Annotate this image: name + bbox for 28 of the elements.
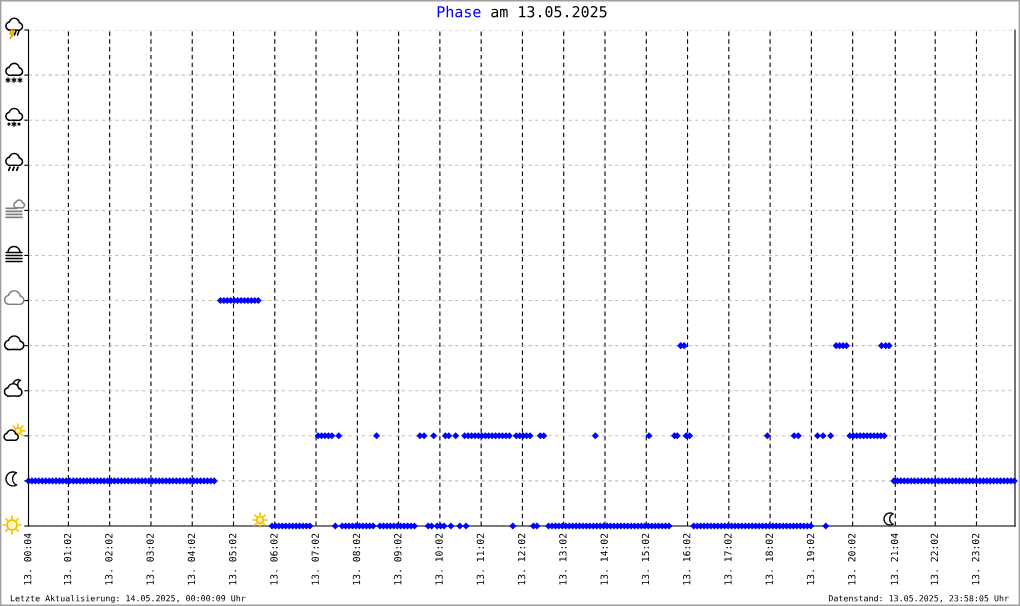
chart-title: am 13.05.2025 — [491, 6, 607, 18]
x-tick-label: 13. 20:02 — [848, 533, 856, 585]
x-tick-label: 13. 02:02 — [105, 533, 113, 585]
x-tick-label: 13. 17:02 — [724, 533, 732, 585]
x-tick-label: 13. 01:02 — [63, 533, 72, 585]
x-tick-label: 13. 23:02 — [971, 533, 980, 585]
x-tick-label: 13. 08:02 — [352, 533, 361, 585]
x-tick-label: 13. 09:02 — [394, 533, 402, 585]
x-tick-label: 13. 06:02 — [270, 533, 278, 585]
x-tick-label: 13. 10:02 — [435, 533, 443, 585]
x-tick-label: 13. 22:02 — [930, 533, 939, 585]
x-tick-label: 13. 11:02 — [476, 533, 485, 585]
x-tick-label: 13. 04:02 — [187, 533, 196, 585]
x-tick-label: 13. 12:02 — [517, 533, 526, 585]
x-tick-label: 13. 07:02 — [311, 533, 319, 585]
x-tick-label: 13. 13:02 — [559, 533, 567, 585]
text: Datenstand: 13.05.2025, 23:58:05 Uhr — [828, 594, 1009, 603]
x-tick-label: 13. 18:02 — [765, 533, 773, 585]
text: Phase — [437, 5, 481, 18]
x-tick-label: 13. 16:02 — [683, 533, 691, 585]
x-tick-label: 13. 21:04 — [890, 533, 899, 585]
x-tick-label: 13. 19:02 — [806, 533, 815, 585]
x-tick-label: 13. 05:02 — [229, 533, 237, 585]
x-tick-label: 13. 14:02 — [600, 533, 608, 585]
x-tick-label: 13. 00:04 — [23, 533, 32, 585]
text: Letzte Aktualisierung: 14.05.2025, 00:00:09 Uhr — [10, 594, 246, 604]
x-tick-label: 13. 15:02 — [641, 533, 650, 585]
x-tick-label: 13. 03:02 — [146, 533, 154, 585]
